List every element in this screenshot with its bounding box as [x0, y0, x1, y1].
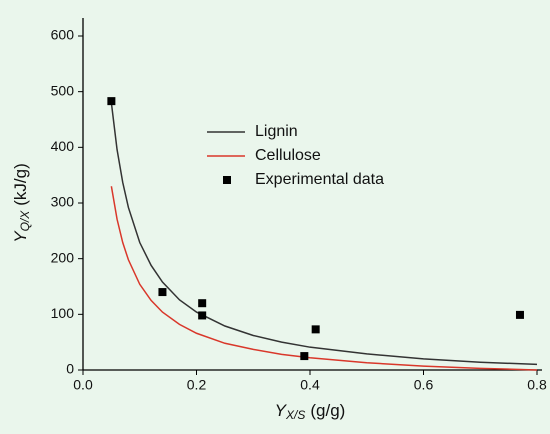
x-tick-label: 0.0 [73, 377, 93, 393]
x-label-unit: (g/g) [310, 401, 345, 420]
x-tick-label: 0.4 [300, 377, 320, 393]
y-label-unit: (kJ/g) [11, 163, 30, 206]
legend-label: Lignin [255, 123, 298, 140]
data-point [158, 288, 167, 297]
y-tick-label: 300 [51, 194, 75, 210]
y-tick-label: 500 [51, 82, 75, 98]
data-point [515, 310, 524, 319]
y-tick-label: 0 [66, 361, 74, 377]
data-point [300, 352, 309, 361]
series-line [110, 102, 538, 366]
y-label-sub: Q/X [18, 210, 32, 232]
data-point [311, 325, 320, 334]
x-tick-label: 0.2 [187, 377, 207, 393]
x-axis-label: YX/S (g/g) [275, 401, 346, 422]
data-point [198, 311, 207, 320]
legend-label: Experimental data [255, 171, 384, 188]
legend-marker [223, 176, 231, 184]
x-tick-label: 0.8 [527, 377, 547, 393]
x-tick-label: 0.6 [414, 377, 434, 393]
y-label-main: Y [11, 230, 30, 243]
y-tick-label: 400 [51, 138, 75, 154]
y-tick-label: 100 [51, 305, 75, 321]
x-label-sub: X/S [285, 408, 305, 422]
x-label-main: Y [275, 401, 288, 420]
y-tick-label: 600 [51, 27, 75, 43]
legend-label: Cellulose [255, 147, 321, 164]
y-tick-label: 200 [51, 249, 75, 265]
data-point [198, 299, 207, 308]
y-axis-label: YQ/X (kJ/g) [11, 163, 32, 243]
series-line [110, 186, 538, 371]
data-point [107, 97, 116, 106]
